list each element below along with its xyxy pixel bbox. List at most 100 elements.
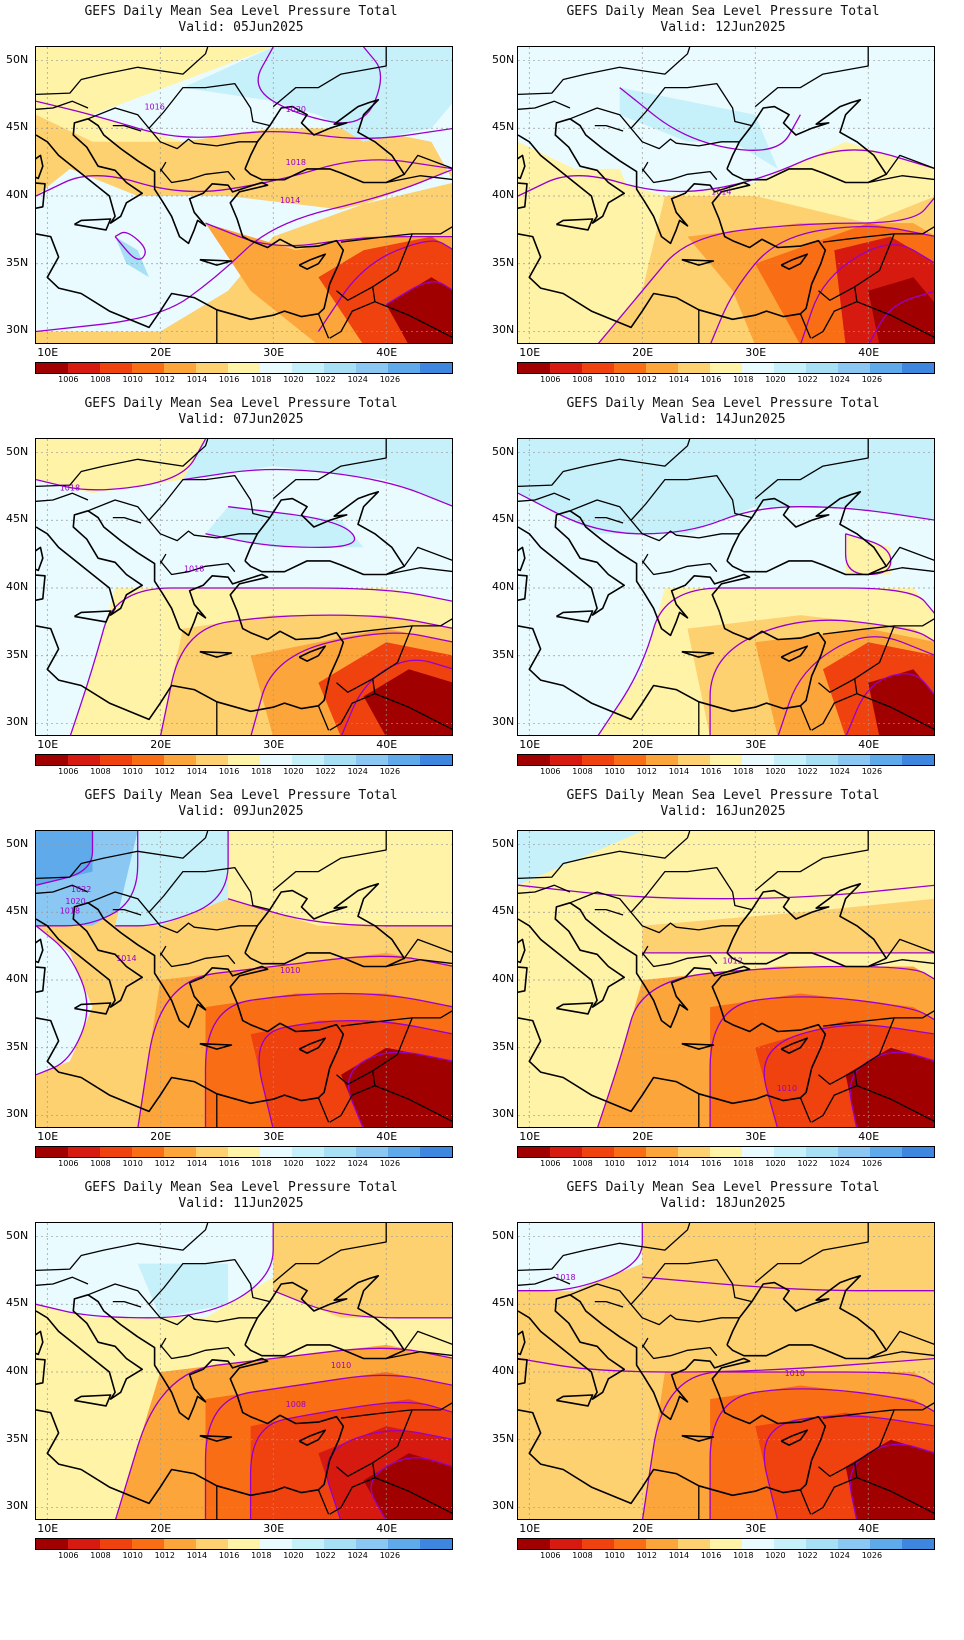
country-border xyxy=(594,908,624,916)
panel-title: GEFS Daily Mean Sea Level Pressure Total xyxy=(566,788,880,803)
isobar-line xyxy=(272,1290,452,1319)
colorbar-label: 1022 xyxy=(797,1551,818,1560)
panel-title: GEFS Daily Mean Sea Level Pressure Total xyxy=(84,4,398,19)
colorbar xyxy=(517,1538,935,1550)
country-border xyxy=(386,567,452,576)
country-border xyxy=(148,911,258,934)
colorbar-label: 1022 xyxy=(797,767,818,776)
isobar-line xyxy=(370,1457,452,1519)
longitude-label: 10E xyxy=(37,346,59,359)
latitude-label: 45N xyxy=(492,120,515,134)
isobar-line xyxy=(619,87,801,151)
colorbar-swatch xyxy=(710,363,742,373)
coastline xyxy=(298,1429,326,1446)
colorbar-swatch xyxy=(902,755,934,765)
country-border xyxy=(272,831,387,892)
colorbar-swatch xyxy=(838,755,870,765)
colorbar-label: 1010 xyxy=(122,767,143,776)
colorbar-swatch xyxy=(806,363,838,373)
colorbar-label: 1016 xyxy=(218,1551,240,1560)
colorbar-swatch xyxy=(324,755,356,765)
longitude-label: 10E xyxy=(519,346,541,359)
latitude-label: 30N xyxy=(6,715,29,729)
colorbar-label: 1010 xyxy=(604,1551,625,1560)
colorbar-swatch xyxy=(260,755,292,765)
colorbar-swatch xyxy=(260,1147,292,1157)
country-border xyxy=(641,560,718,576)
country-border xyxy=(159,1344,236,1360)
colorbar-label: 1006 xyxy=(540,1551,561,1560)
coastline xyxy=(36,118,143,224)
colorbar-swatch xyxy=(678,1539,710,1549)
country-border xyxy=(641,945,649,956)
country-border xyxy=(329,1085,452,1123)
coastline xyxy=(518,1358,528,1385)
colorbar-label: 1018 xyxy=(733,1551,754,1560)
colorbar-swatch xyxy=(838,1147,870,1157)
country-border xyxy=(885,154,934,175)
country-border xyxy=(403,1330,452,1351)
coastline xyxy=(681,258,715,266)
colorbar xyxy=(35,1538,453,1550)
country-border xyxy=(518,1223,691,1272)
latitude-label: 40N xyxy=(492,972,515,985)
colorbar-swatch xyxy=(710,1147,742,1157)
colorbar-label: 1022 xyxy=(315,1159,336,1168)
country-border xyxy=(854,1462,858,1478)
isobar-label: 1010 xyxy=(331,1361,351,1370)
longitude-label: 20E xyxy=(632,346,654,359)
colorbar-swatch xyxy=(678,363,710,373)
longitude-label: 20E xyxy=(150,346,172,359)
longitude-label: 30E xyxy=(745,738,767,751)
coastline xyxy=(518,118,827,329)
pressure-map: 1012 1010 xyxy=(517,830,935,1128)
longitude-label: 20E xyxy=(632,738,654,751)
isobar-label: 1010 xyxy=(280,966,300,975)
country-border xyxy=(641,553,649,564)
longitude-label: 10E xyxy=(519,1522,541,1535)
country-border xyxy=(518,100,571,110)
colorbar-swatch xyxy=(164,1147,196,1157)
colorbar-label: 1024 xyxy=(829,1159,850,1168)
longitude-label: 20E xyxy=(150,738,172,751)
isobar-line xyxy=(777,636,934,735)
coastline xyxy=(726,1275,888,1360)
coastline xyxy=(199,650,233,658)
colorbar-label: 1022 xyxy=(315,767,336,776)
country-border xyxy=(885,938,934,959)
isobar-line xyxy=(115,1347,452,1519)
country-border xyxy=(822,1010,934,1027)
latitude-label: 50N xyxy=(6,836,29,850)
colorbar-swatch xyxy=(774,1539,806,1549)
colorbar-swatch xyxy=(196,363,228,373)
coastline xyxy=(73,1002,112,1015)
country-border xyxy=(811,301,934,339)
forecast-panel: GEFS Daily Mean Sea Level Pressure Total… xyxy=(482,784,964,1194)
colorbar-swatch xyxy=(774,1147,806,1157)
colorbar-label: 1026 xyxy=(861,1159,883,1168)
country-border xyxy=(641,952,718,968)
latitude-label: 35N xyxy=(6,647,29,661)
isobar-line xyxy=(849,1443,934,1519)
coastline xyxy=(518,154,526,180)
country-border xyxy=(885,1330,934,1351)
colorbar xyxy=(35,1146,453,1158)
latitude-label: 45N xyxy=(6,1296,29,1310)
colorbar-label: 1014 xyxy=(186,375,208,384)
colorbar-label: 1020 xyxy=(765,767,786,776)
coastline xyxy=(298,1037,326,1054)
pressure-band xyxy=(845,1047,934,1127)
panel-valid-date: Valid: 05Jun2025 xyxy=(178,20,304,35)
country-border xyxy=(630,1303,740,1326)
latitude-label: 50N xyxy=(492,1228,515,1242)
forecast-panel: GEFS Daily Mean Sea Level Pressure Total… xyxy=(0,784,482,1194)
pressure-band xyxy=(518,1304,934,1372)
isobar-line xyxy=(385,281,452,305)
panel-valid-date: Valid: 16Jun2025 xyxy=(660,804,786,819)
colorbar xyxy=(517,1146,935,1158)
colorbar-swatch xyxy=(324,1147,356,1157)
colorbar-swatch xyxy=(582,755,614,765)
isobar-line xyxy=(160,614,452,735)
colorbar-swatch xyxy=(582,363,614,373)
isobar-line xyxy=(597,197,934,343)
